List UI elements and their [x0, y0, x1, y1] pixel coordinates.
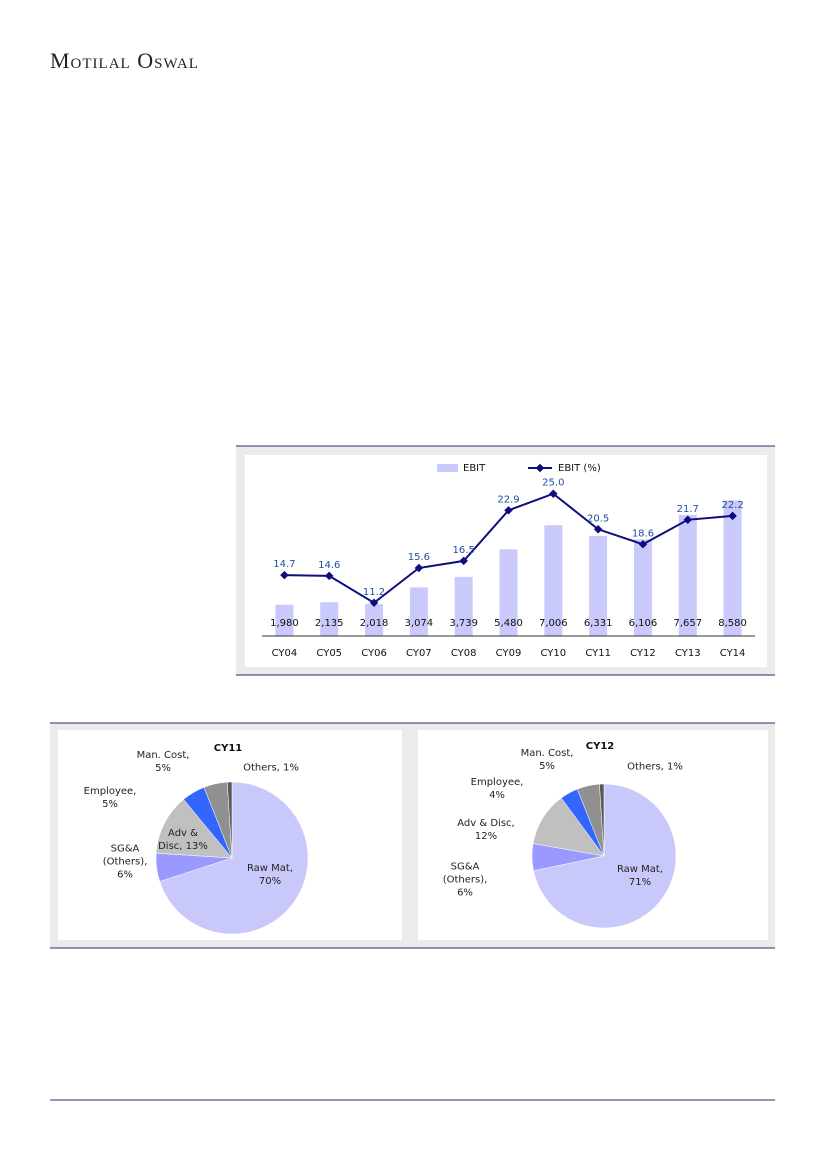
- data-label: 7,006: [539, 618, 568, 629]
- line-marker: [593, 525, 603, 534]
- data-label: 5,480: [494, 618, 523, 629]
- slice-label: Others, 1%: [627, 761, 683, 773]
- brand: Motilal Oswal: [50, 48, 199, 73]
- x-tick-label: CY11: [585, 648, 611, 659]
- bar: [589, 535, 608, 636]
- legend-label: EBIT: [463, 463, 486, 474]
- data-label: 3,739: [449, 618, 478, 629]
- slice-label: Raw Mat, 70%: [246, 863, 294, 887]
- pie-slice: [159, 781, 309, 935]
- data-label: 1,980: [270, 618, 299, 629]
- x-tick-label: CY12: [630, 648, 656, 659]
- line-marker: [638, 540, 648, 549]
- data-label: 11.2: [363, 587, 385, 598]
- pie-title: CY11: [214, 743, 243, 754]
- bar: [499, 549, 518, 636]
- slice-label: Others, 1%: [243, 762, 299, 774]
- legend-swatch: [437, 464, 458, 472]
- slice-label: Employee, 4%: [470, 777, 524, 801]
- x-tick-label: CY13: [675, 648, 701, 659]
- x-tick-label: CY05: [316, 648, 342, 659]
- bar: [723, 500, 742, 636]
- legend-marker: [535, 463, 545, 473]
- line-marker: [683, 515, 693, 525]
- bar: [365, 604, 384, 636]
- data-label: 16.5: [453, 545, 475, 556]
- bar: [320, 602, 339, 636]
- line-marker: [369, 598, 379, 608]
- data-label: 22.9: [497, 494, 519, 505]
- slice-label: Man. Cost, 5%: [520, 748, 574, 772]
- data-label: 21.7: [677, 504, 699, 515]
- data-label: 8,580: [718, 618, 747, 629]
- bar: [544, 525, 563, 636]
- bar: [454, 576, 473, 636]
- pie-slice: [599, 783, 605, 857]
- data-label: 20.5: [587, 513, 609, 524]
- data-label: 22.2: [721, 500, 743, 511]
- line-marker: [549, 489, 558, 498]
- slice-label: Raw Mat, 71%: [616, 864, 664, 888]
- x-tick-label: CY06: [361, 648, 387, 659]
- x-tick-label: CY10: [540, 648, 566, 659]
- slice-label: SG&A (Others), 6%: [442, 861, 488, 899]
- pie-title: CY12: [586, 741, 615, 752]
- x-tick-label: CY14: [720, 648, 746, 659]
- data-label: 6,106: [629, 618, 658, 629]
- slice-label: Adv & Disc, 12%: [457, 818, 515, 842]
- line-marker: [414, 563, 424, 573]
- slice-label: SG&A (Others), 6%: [102, 843, 148, 881]
- slice-label: Adv & Disc, 13%: [158, 828, 208, 852]
- x-tick-label: CY08: [451, 648, 477, 659]
- bar: [409, 587, 428, 636]
- slice-label: Employee, 5%: [83, 786, 137, 810]
- line-marker: [280, 570, 289, 580]
- line-marker: [504, 506, 513, 515]
- data-label: 3,074: [405, 618, 434, 629]
- bar: [275, 604, 294, 636]
- data-label: 18.6: [632, 528, 654, 539]
- data-label: 14.6: [318, 560, 340, 571]
- x-tick-label: CY04: [272, 648, 298, 659]
- bar: [678, 514, 697, 636]
- line-marker: [728, 511, 737, 521]
- line-marker: [324, 571, 334, 581]
- data-label: 14.7: [273, 559, 295, 570]
- bar: [633, 539, 652, 636]
- line-marker: [459, 556, 468, 566]
- data-label: 6,331: [584, 618, 613, 629]
- slice-label: Man. Cost, 5%: [136, 750, 190, 774]
- data-label: 25.0: [542, 478, 564, 489]
- legend-label: EBIT (%): [558, 463, 601, 474]
- x-tick-label: CY07: [406, 648, 432, 659]
- data-label: 15.6: [408, 552, 430, 563]
- x-tick-label: CY09: [496, 648, 522, 659]
- pie-slice: [155, 799, 233, 859]
- data-label: 2,135: [315, 618, 344, 629]
- pie-slice: [226, 781, 233, 859]
- pie-slice: [533, 783, 677, 929]
- data-label: 7,657: [673, 618, 702, 629]
- data-label: 2,018: [360, 618, 389, 629]
